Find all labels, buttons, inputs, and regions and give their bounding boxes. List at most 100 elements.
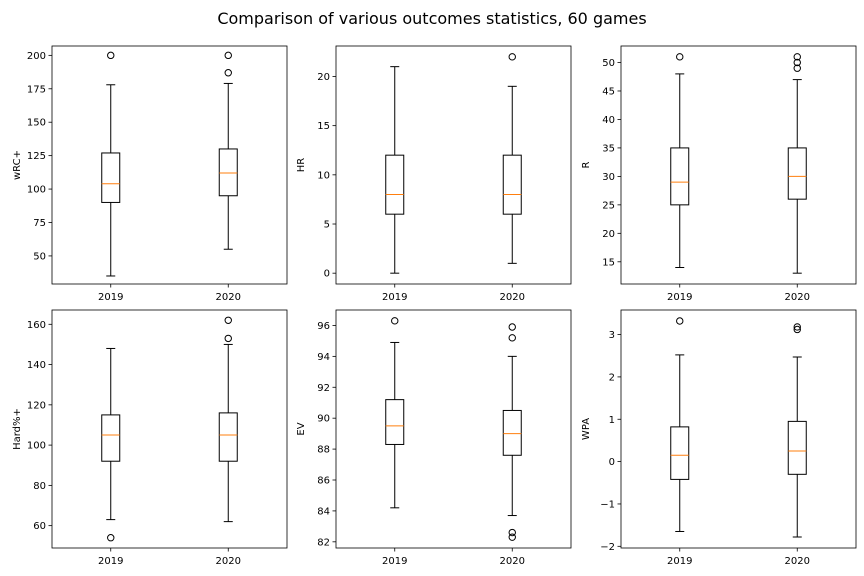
- chart-panel-2: 15 20 25 30 35 40 45 50 2019 2020 R: [581, 45, 857, 303]
- x-tick-label: 2020: [785, 556, 810, 567]
- axes-frame: [620, 309, 857, 549]
- x-tick-label: 2020: [500, 292, 525, 303]
- outlier-point: [508, 533, 516, 541]
- y-tick-label: 75: [33, 218, 46, 229]
- y-tick-label: 175: [27, 84, 46, 95]
- y-tick-label: 50: [33, 251, 46, 262]
- outlier-point: [391, 317, 399, 325]
- y-tick-label: 94: [317, 352, 330, 363]
- outlier-point: [508, 528, 516, 537]
- y-tick-label: 96: [317, 321, 330, 332]
- outlier-point: [793, 64, 801, 72]
- y-tick-label: 3: [609, 330, 615, 341]
- y-tick-label: 84: [317, 506, 330, 517]
- iqr-box: [670, 147, 690, 206]
- x-tick-label: 2019: [382, 556, 407, 567]
- y-tick-label: 100: [27, 441, 46, 452]
- axes-frame: [335, 309, 572, 549]
- y-tick-label: 40: [602, 115, 615, 126]
- y-tick-label: 2: [609, 372, 615, 383]
- box-2019: [385, 66, 405, 274]
- y-tick-label: 86: [317, 476, 330, 487]
- x-tick-label: 2020: [216, 556, 241, 567]
- axes-frame: [51, 45, 288, 285]
- y-axis-label: HR: [296, 158, 307, 173]
- y-tick-label: 15: [602, 257, 615, 268]
- y-tick-label: 80: [33, 481, 46, 492]
- iqr-box: [385, 399, 405, 445]
- chart-panel-5: −2 −1 0 1 2 3 2019 2020 WPA: [581, 309, 857, 567]
- y-tick-label: 200: [27, 51, 46, 62]
- y-tick-label: 90: [317, 414, 330, 425]
- outlier-point: [793, 325, 801, 334]
- box-2020: [218, 51, 238, 250]
- outlier-point: [508, 334, 516, 342]
- outlier-point: [107, 51, 115, 60]
- y-tick-label: 1: [609, 415, 615, 426]
- box-2019: [670, 317, 690, 532]
- y-tick-label: 100: [27, 185, 46, 196]
- iqr-box: [787, 147, 807, 200]
- y-tick-label: 82: [317, 537, 330, 548]
- axes-frame: [620, 45, 857, 285]
- outlier-point: [793, 323, 801, 331]
- outlier-point: [676, 317, 684, 325]
- outlier-point: [793, 58, 801, 67]
- iqr-box: [385, 154, 405, 215]
- axes-frame: [335, 45, 572, 285]
- figure-suptitle: Comparison of various outcomes statistic…: [217, 9, 646, 28]
- y-axis-label: WPA: [581, 418, 592, 440]
- y-tick-label: 35: [602, 143, 615, 154]
- y-tick-label: 0: [609, 457, 615, 468]
- x-tick-label: 2020: [785, 292, 810, 303]
- x-tick-label: 2019: [382, 292, 407, 303]
- y-tick-label: 15: [317, 121, 330, 132]
- iqr-box: [218, 412, 238, 462]
- y-tick-label: 50: [602, 58, 615, 69]
- chart-panel-1: 0 5 10 15 20 2019 2020 HR: [296, 45, 572, 303]
- box-2020: [787, 323, 807, 538]
- y-tick-label: 160: [27, 320, 46, 331]
- chart-panel-4: 82 84 86 88 90 92 94 96 2019 2020 EV: [296, 309, 572, 567]
- iqr-box: [502, 154, 522, 215]
- outlier-point: [224, 316, 232, 324]
- y-tick-label: 150: [27, 118, 46, 129]
- outlier-point: [224, 334, 232, 343]
- y-tick-label: 120: [27, 400, 46, 411]
- y-tick-label: 10: [317, 170, 330, 181]
- x-tick-label: 2019: [667, 556, 692, 567]
- y-tick-label: 25: [602, 200, 615, 211]
- x-tick-label: 2020: [500, 556, 525, 567]
- x-tick-label: 2019: [98, 556, 123, 567]
- iqr-box: [502, 409, 522, 456]
- y-tick-label: 0: [324, 269, 330, 280]
- y-tick-label: −2: [600, 542, 615, 553]
- y-tick-label: 88: [317, 445, 330, 456]
- y-axis-label: Hard%+: [12, 408, 23, 450]
- box-2020: [218, 316, 238, 523]
- iqr-box: [670, 426, 690, 480]
- outlier-point: [676, 53, 684, 61]
- outlier-point: [508, 323, 516, 331]
- y-tick-label: 5: [324, 220, 330, 231]
- box-2019: [101, 51, 121, 277]
- iqr-box: [101, 152, 121, 203]
- box-2019: [385, 317, 405, 509]
- box-2019: [670, 53, 690, 268]
- axes-frame: [51, 309, 288, 549]
- box-2020: [787, 53, 807, 274]
- y-axis-label: wRC+: [12, 150, 23, 180]
- box-2020: [502, 323, 522, 541]
- outlier-point: [508, 53, 516, 61]
- y-tick-label: 60: [33, 521, 46, 532]
- outlier-point: [793, 53, 801, 61]
- chart-panel-3: 60 80 100 120 140 160 2019 2020 Hard%+: [12, 309, 288, 567]
- y-tick-label: 140: [27, 360, 46, 371]
- outlier-point: [224, 51, 232, 60]
- y-tick-label: 20: [602, 229, 615, 240]
- box-2019: [101, 347, 121, 542]
- outlier-point: [224, 69, 232, 77]
- y-tick-label: 30: [602, 172, 615, 183]
